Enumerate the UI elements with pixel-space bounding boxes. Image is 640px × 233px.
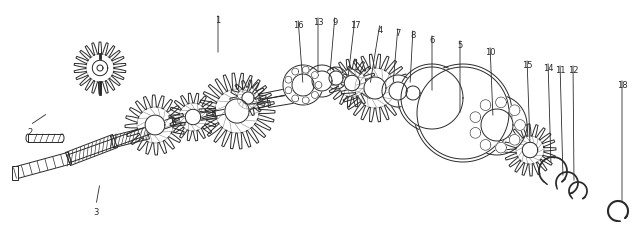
Text: 16: 16 xyxy=(292,21,303,30)
Polygon shape xyxy=(259,87,296,100)
Polygon shape xyxy=(402,68,462,128)
Polygon shape xyxy=(268,92,311,107)
Polygon shape xyxy=(312,92,318,98)
Polygon shape xyxy=(145,115,165,135)
Text: 8: 8 xyxy=(410,31,416,40)
Polygon shape xyxy=(292,95,299,102)
Polygon shape xyxy=(28,134,62,142)
Polygon shape xyxy=(97,65,103,71)
Polygon shape xyxy=(212,101,271,116)
Polygon shape xyxy=(74,42,126,94)
Polygon shape xyxy=(283,65,323,105)
Polygon shape xyxy=(111,127,150,148)
Polygon shape xyxy=(169,93,217,141)
Text: 3: 3 xyxy=(93,208,99,217)
Polygon shape xyxy=(199,73,275,149)
Polygon shape xyxy=(414,64,512,162)
Polygon shape xyxy=(242,92,254,104)
Polygon shape xyxy=(406,86,420,100)
Polygon shape xyxy=(325,67,347,89)
Polygon shape xyxy=(186,109,201,125)
Polygon shape xyxy=(480,100,491,110)
FancyBboxPatch shape xyxy=(12,166,18,180)
Text: 2: 2 xyxy=(28,128,33,137)
Polygon shape xyxy=(504,124,556,176)
Polygon shape xyxy=(470,127,481,138)
Text: 13: 13 xyxy=(313,18,323,27)
Text: 1: 1 xyxy=(216,16,221,25)
Text: 4: 4 xyxy=(378,26,383,35)
Polygon shape xyxy=(65,134,118,165)
Polygon shape xyxy=(315,82,322,88)
Text: 15: 15 xyxy=(522,61,532,70)
Polygon shape xyxy=(467,95,527,155)
Polygon shape xyxy=(401,67,463,129)
Polygon shape xyxy=(422,89,442,107)
Polygon shape xyxy=(481,109,513,141)
Text: 9: 9 xyxy=(332,18,338,27)
Polygon shape xyxy=(495,142,506,153)
Polygon shape xyxy=(341,54,409,122)
Polygon shape xyxy=(495,97,506,108)
Polygon shape xyxy=(480,140,491,150)
Text: 17: 17 xyxy=(349,21,360,30)
Polygon shape xyxy=(509,134,520,145)
Polygon shape xyxy=(285,76,292,83)
Polygon shape xyxy=(364,77,386,99)
Text: 10: 10 xyxy=(484,48,495,57)
Text: 11: 11 xyxy=(555,66,565,75)
Polygon shape xyxy=(306,65,338,97)
Polygon shape xyxy=(329,71,343,85)
Polygon shape xyxy=(382,75,414,107)
Polygon shape xyxy=(328,59,376,107)
Polygon shape xyxy=(509,105,520,116)
Text: 5: 5 xyxy=(458,41,463,50)
Polygon shape xyxy=(230,80,266,116)
Polygon shape xyxy=(292,74,314,96)
Polygon shape xyxy=(13,152,72,179)
Polygon shape xyxy=(125,95,185,155)
Polygon shape xyxy=(172,110,216,125)
Text: 14: 14 xyxy=(543,64,553,73)
Polygon shape xyxy=(449,99,477,127)
Polygon shape xyxy=(312,72,318,79)
Polygon shape xyxy=(344,75,360,91)
Text: 12: 12 xyxy=(568,66,579,75)
Polygon shape xyxy=(67,117,177,163)
Text: 6: 6 xyxy=(429,36,435,45)
Polygon shape xyxy=(285,87,292,94)
Polygon shape xyxy=(225,99,249,123)
Polygon shape xyxy=(522,142,538,158)
Polygon shape xyxy=(92,60,108,76)
Polygon shape xyxy=(398,64,466,132)
Polygon shape xyxy=(515,120,525,130)
Polygon shape xyxy=(417,67,509,159)
Polygon shape xyxy=(389,82,407,100)
Polygon shape xyxy=(401,81,425,105)
Polygon shape xyxy=(302,97,309,104)
Polygon shape xyxy=(470,112,481,123)
Polygon shape xyxy=(417,67,509,159)
Text: 7: 7 xyxy=(396,29,401,38)
Polygon shape xyxy=(292,68,299,75)
Text: 18: 18 xyxy=(617,81,627,90)
Polygon shape xyxy=(302,66,309,73)
Polygon shape xyxy=(312,71,332,91)
